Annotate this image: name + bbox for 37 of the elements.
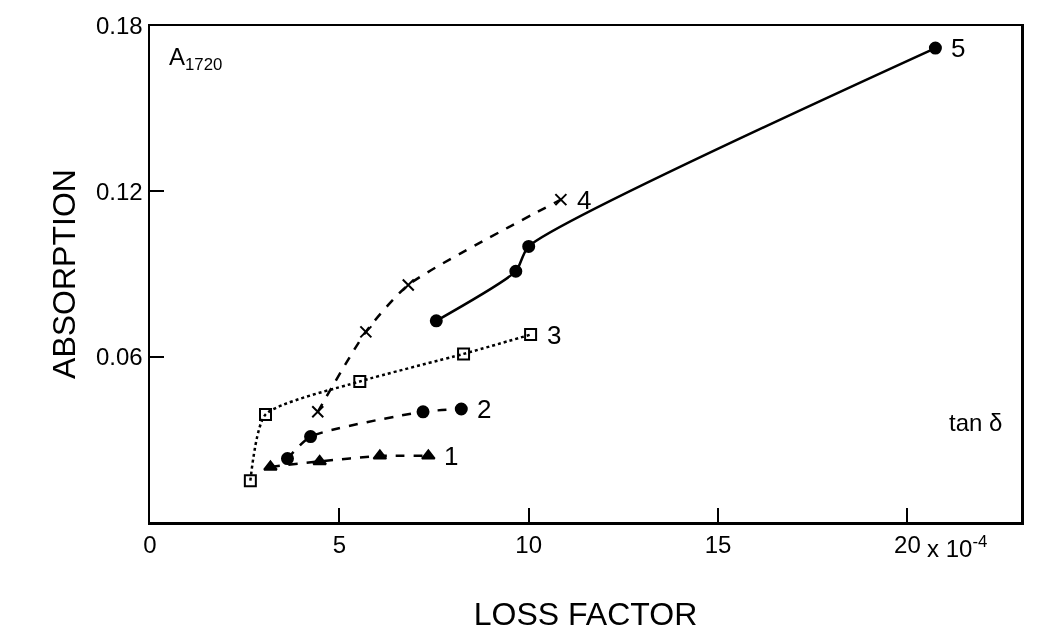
x-tick-label: 15 [704,531,732,559]
point [263,460,278,471]
y-tick-label: 0.06 [95,343,143,371]
point [457,347,471,361]
x-tick-label: 0 [143,531,157,559]
point [509,264,523,278]
point [280,452,294,466]
point [429,314,443,328]
series-label: 2 [477,394,492,424]
annotation: A$_{1720}$ [169,43,223,75]
point [554,193,568,207]
x-axis-title: LOSS FACTOR [473,596,698,632]
y-tick-label: 0.18 [95,12,143,40]
y-axis-title: ABSORPTION [45,169,82,379]
series-label: 3 [547,320,562,350]
point [311,405,325,419]
point [928,41,942,55]
point [522,239,536,253]
point [353,374,367,388]
x-tick-label: 10 [515,531,543,559]
series-label: 4 [577,185,592,215]
point [416,405,430,419]
annotation: tan δ [949,409,1003,436]
point [304,430,318,444]
point [401,278,415,292]
text: x 10$^{-4}$ [927,532,988,563]
x-tick-label: 5 [332,531,347,559]
y-tick-label: 0.12 [95,177,143,205]
point [312,454,328,466]
point [524,328,538,342]
point [259,408,272,422]
point [454,402,468,416]
point [359,325,373,339]
series-label: 5 [951,33,966,63]
series-label: 1 [444,441,459,471]
point [243,474,257,488]
x-tick-label: 20 [894,531,921,559]
